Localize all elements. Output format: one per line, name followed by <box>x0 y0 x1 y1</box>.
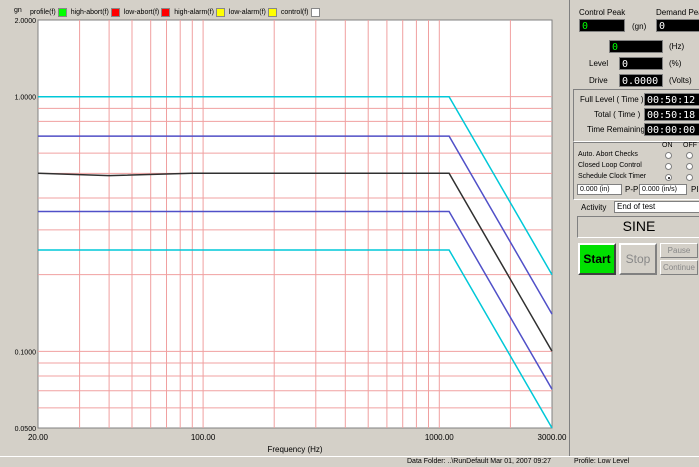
option-radio-on[interactable] <box>665 152 672 159</box>
displacement-field: 0.000 (in) <box>577 184 622 195</box>
time-remaining-value: 00:00:00 <box>644 123 699 136</box>
drive-unit: (Volts) <box>669 76 692 85</box>
legend-item: low-alarm(f) <box>229 8 277 17</box>
series-line <box>38 210 553 390</box>
profile-status: Profile: Low Level <box>574 458 630 465</box>
pp-label: P-P <box>625 185 639 194</box>
demand-peak-label: Demand Peak <box>656 8 699 17</box>
total-time-label: Total ( Time ) <box>594 110 641 119</box>
y-tick-label: 2.0000 <box>15 18 37 25</box>
y-tick-label: 1.0000 <box>15 95 37 102</box>
off-label: OFF <box>683 142 697 149</box>
stop-button[interactable]: Stop <box>619 243 657 275</box>
pause-button[interactable]: Pause <box>660 243 698 258</box>
series-line <box>38 135 553 315</box>
legend-item: profile(f) <box>30 8 67 17</box>
legend-item: control(f) <box>281 8 320 17</box>
option-radio-off[interactable] <box>686 174 693 181</box>
legend-item: high-abort(f) <box>71 8 120 17</box>
control-panel: Control Peak 0 (gn) Demand Peak 0 0 (Hz)… <box>569 0 699 456</box>
option-label: Schedule Clock Timer <box>578 173 647 180</box>
pk-label: PI <box>691 185 699 194</box>
activity-label: Activity <box>581 203 607 212</box>
y-tick-label: 0.0500 <box>15 426 37 433</box>
x-tick-label: 100.00 <box>191 433 216 442</box>
option-radio-on[interactable] <box>665 174 672 181</box>
legend-swatch <box>57 8 67 17</box>
activity-value: End of test <box>614 201 699 213</box>
option-radio-on[interactable] <box>665 163 672 170</box>
status-bar: Data Folder: ..\RunDefault Mar 01, 2007 … <box>0 456 699 467</box>
spectrum-chart: 20.00 100.00 1000.00 3000.00 2.0000 1.0000 0.1… <box>15 18 567 454</box>
legend-item: low-abort(f) <box>123 8 171 17</box>
gn-unit: (gn) <box>632 22 647 31</box>
control-peak-label: Control Peak <box>579 8 626 17</box>
x-axis-label: Frequency (Hz) <box>267 445 322 454</box>
legend-label: low-abort(f) <box>123 9 160 16</box>
timer-group <box>573 89 699 142</box>
legend-swatch <box>215 8 225 17</box>
legend-swatch <box>110 8 120 17</box>
legend-label: high-abort(f) <box>70 9 109 16</box>
frequency-unit: (Hz) <box>669 42 685 51</box>
level-value: 0 <box>619 57 663 70</box>
legend-label: low-alarm(f) <box>228 9 266 16</box>
option-label: Closed Loop Control <box>578 162 642 169</box>
demand-peak-value: 0 <box>656 19 699 32</box>
full-level-value: 00:50:12 <box>644 93 699 106</box>
frequency-value: 0 <box>609 40 663 53</box>
data-folder-status: Data Folder: ..\RunDefault Mar 01, 2007 … <box>407 458 551 465</box>
legend-label: high-alarm(f) <box>174 9 214 16</box>
series-line <box>38 95 553 276</box>
drive-label: Drive <box>589 76 608 85</box>
total-time-value: 00:50:18 <box>644 108 699 121</box>
x-tick-label: 3000.00 <box>538 433 567 442</box>
level-unit: (%) <box>669 59 682 68</box>
level-label: Level <box>589 59 609 68</box>
options-group <box>573 142 699 200</box>
option-radio-off[interactable] <box>686 152 693 159</box>
chart-legend: profile(f) high-abort(f) low-abort(f) high-… <box>30 7 324 18</box>
legend-swatch <box>310 8 320 17</box>
test-mode-display: SINE <box>577 216 699 238</box>
start-button[interactable]: Start <box>578 243 616 275</box>
option-radio-off[interactable] <box>686 163 693 170</box>
y-axis-unit: gn <box>14 7 22 14</box>
legend-label: control(f) <box>280 9 309 16</box>
legend-item: high-alarm(f) <box>174 8 225 17</box>
chart-area: 20.00 100.00 1000.00 3000.00 2.0000 1.0000 0.1… <box>14 7 568 454</box>
option-label: Auto. Abort Checks <box>578 151 638 158</box>
series-line <box>38 249 553 429</box>
legend-swatch <box>267 8 277 17</box>
legend-label: profile(f) <box>30 9 56 16</box>
y-tick-label: 0.1000 <box>15 349 37 356</box>
series-line <box>37 172 553 352</box>
on-label: ON <box>662 142 673 149</box>
drive-value: 0.0000 <box>619 74 663 87</box>
continue-button[interactable]: Continue <box>660 260 698 275</box>
x-tick-label: 1000.00 <box>425 433 454 442</box>
x-tick-label: 20.00 <box>28 433 49 442</box>
legend-swatch <box>161 8 171 17</box>
plot-background <box>37 19 553 429</box>
time-remaining-label: Time Remaining <box>587 125 645 134</box>
full-level-label: Full Level ( Time ) <box>580 95 644 104</box>
velocity-field: 0.000 (in/s) <box>639 184 687 195</box>
control-peak-value: 0 <box>579 19 625 32</box>
